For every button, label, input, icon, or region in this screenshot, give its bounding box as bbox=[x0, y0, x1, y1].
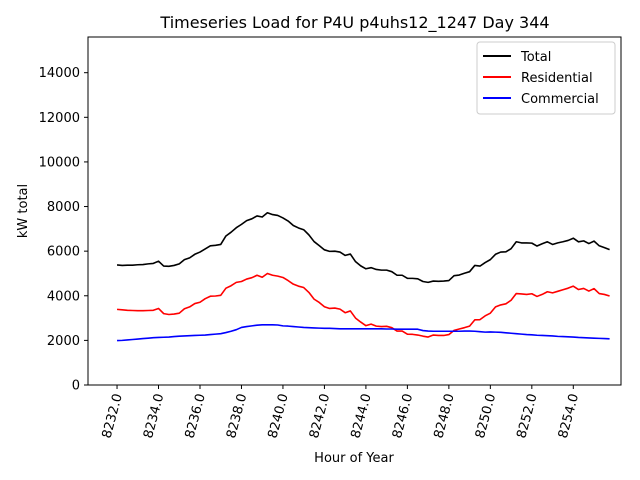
x-axis-label: Hour of Year bbox=[314, 451, 394, 466]
x-tick-label: 8254.0 bbox=[556, 392, 582, 440]
x-tick-label: 8244.0 bbox=[349, 392, 375, 440]
x-tick-label: 8250.0 bbox=[473, 392, 499, 440]
legend-label-commercial: Commercial bbox=[521, 92, 599, 107]
x-tick-label: 8238.0 bbox=[224, 392, 250, 440]
y-axis: 0 2000 4000 6000 8000 10000 12000 14000 bbox=[39, 66, 88, 394]
y-tick-label: 14000 bbox=[39, 66, 80, 81]
series-line-residential bbox=[116, 272, 610, 338]
x-tick-label: 8232.0 bbox=[100, 392, 126, 440]
x-tick-label: 8234.0 bbox=[141, 392, 167, 440]
series-line-commercial bbox=[117, 323, 610, 342]
x-tick-label: 8252.0 bbox=[514, 392, 540, 440]
x-tick-label: 8236.0 bbox=[183, 392, 209, 440]
y-tick-label: 2000 bbox=[47, 334, 80, 349]
y-tick-label: 12000 bbox=[39, 111, 80, 126]
x-tick-label: 8242.0 bbox=[307, 392, 333, 440]
series-line-total bbox=[116, 211, 610, 284]
legend-box bbox=[476, 41, 616, 115]
legend: Total Residential Commercial bbox=[476, 41, 616, 115]
x-tick-label: 8240.0 bbox=[266, 392, 292, 440]
legend-label-residential: Residential bbox=[521, 71, 593, 86]
y-axis-label: kW total bbox=[16, 184, 31, 238]
y-tick-label: 0 bbox=[72, 379, 80, 394]
y-tick-label: 4000 bbox=[47, 289, 80, 304]
x-tick-label: 8248.0 bbox=[431, 392, 457, 440]
x-tick-label: 8246.0 bbox=[390, 392, 416, 440]
x-axis: 8232.0 8234.0 8236.0 8238.0 8240.0 8242.0 8244… bbox=[100, 385, 582, 440]
plot-frame bbox=[87, 36, 622, 386]
chart-title: Timeseries Load for P4U p4uhs12_1247 Day… bbox=[159, 13, 549, 33]
legend-label-total: Total bbox=[520, 50, 551, 65]
y-tick-label: 8000 bbox=[47, 200, 80, 215]
y-tick-label: 10000 bbox=[39, 155, 80, 170]
y-tick-label: 6000 bbox=[47, 245, 80, 260]
